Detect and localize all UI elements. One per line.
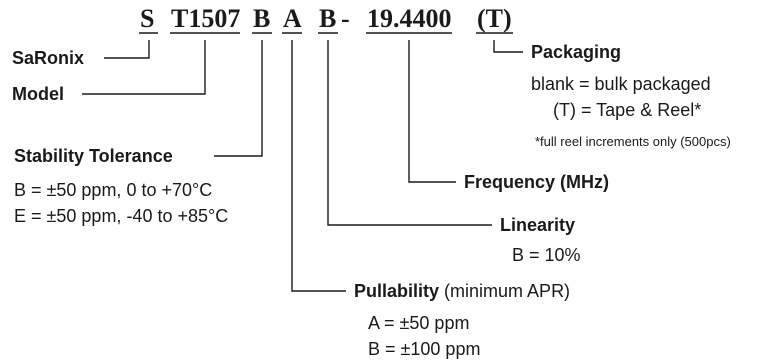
linearity-label: Linearity <box>500 215 575 235</box>
part-number-code: S T1507 B A B - 19.4400 (T) <box>139 4 513 34</box>
segment-stability: B <box>253 4 270 33</box>
pullability-qualifier: (minimum APR) <box>444 281 570 301</box>
segment-linearity: B <box>319 4 336 33</box>
pullability-option: A = ±50 ppm <box>368 313 469 333</box>
packaging-option: (T) = Tape & Reel* <box>553 100 701 120</box>
pullability-label: Pullability <box>354 281 439 301</box>
connector-model <box>82 40 206 95</box>
linearity-option: B = 10% <box>512 245 581 265</box>
field-saronix: SaRonix <box>12 40 150 68</box>
segment-pullability: A <box>283 4 302 33</box>
frequency-label: Frequency (MHz) <box>464 172 609 192</box>
segment-frequency: 19.4400 <box>367 4 452 33</box>
stability-label: Stability Tolerance <box>14 146 173 166</box>
connector-stability <box>214 40 263 157</box>
connector-pullability <box>291 40 346 292</box>
packaging-label: Packaging <box>531 42 621 62</box>
stability-option: B = ±50 ppm, 0 to +70°C <box>14 180 212 200</box>
field-stability: Stability Tolerance B = ±50 ppm, 0 to +7… <box>14 40 263 226</box>
packaging-footnote: *full reel increments only (500pcs) <box>535 134 731 149</box>
connector-frequency <box>408 40 456 183</box>
segment-dash: - <box>341 4 350 33</box>
connector-linearity <box>327 40 492 226</box>
segment-model: T1507 <box>171 4 240 33</box>
field-pullability: Pullability (minimum APR) A = ±50 ppm B … <box>291 40 570 359</box>
field-frequency: Frequency (MHz) <box>408 40 609 192</box>
segment-saronix: S <box>140 4 154 33</box>
connector-packaging <box>493 40 523 53</box>
field-linearity: Linearity B = 10% <box>327 40 581 265</box>
saronix-label: SaRonix <box>12 48 84 68</box>
connector-saronix <box>104 40 150 59</box>
pullability-heading: Pullability (minimum APR) <box>354 281 570 301</box>
segment-packaging: (T) <box>477 4 512 33</box>
field-model: Model <box>12 40 206 104</box>
pullability-option: B = ±100 ppm <box>368 339 480 359</box>
stability-option: E = ±50 ppm, -40 to +85°C <box>14 206 228 226</box>
field-packaging: Packaging blank = bulk packaged (T) = Ta… <box>493 40 731 149</box>
packaging-option: blank = bulk packaged <box>531 74 711 94</box>
model-label: Model <box>12 84 64 104</box>
